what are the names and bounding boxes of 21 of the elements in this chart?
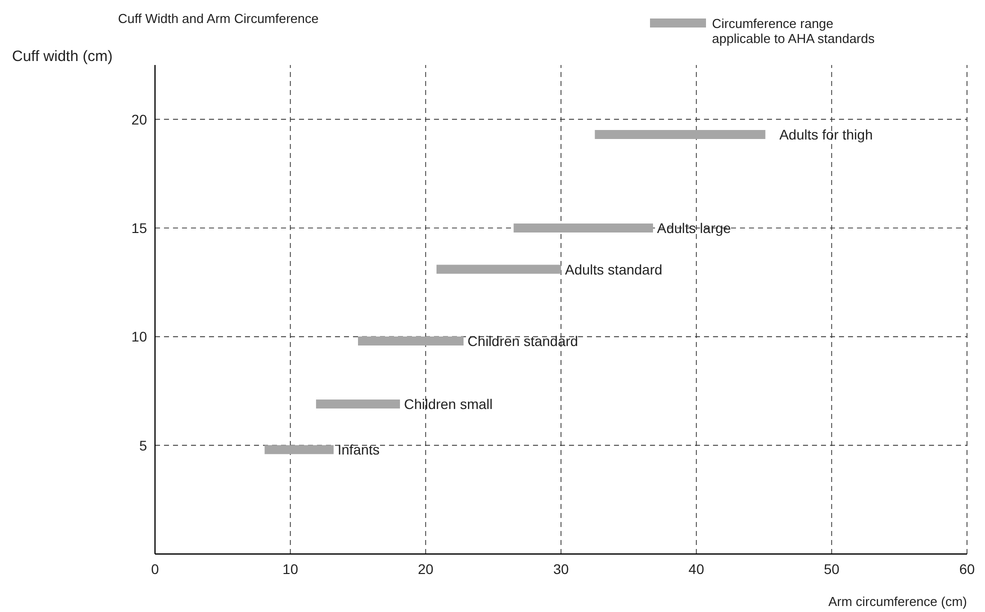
- annotation: Adults large: [657, 220, 732, 236]
- annotation: Children small: [404, 396, 493, 412]
- y-tick-label: 15: [131, 220, 148, 236]
- annotation: Children standard: [468, 333, 578, 350]
- x-tick-label: 50: [824, 561, 840, 577]
- annotation: Adults for thigh: [779, 126, 873, 143]
- annotation: Infants: [338, 442, 380, 458]
- y-axis-title: Cuff width (cm): [12, 48, 113, 65]
- x-tick-label: 20: [418, 561, 434, 577]
- x-tick-label: 60: [959, 561, 975, 577]
- legend-label: Circumference range applicable to AHA standards: [712, 16, 876, 46]
- x-tick-label: 40: [688, 561, 704, 577]
- y-tick-label: 5: [139, 437, 148, 454]
- y-tick-label: 10: [131, 328, 148, 345]
- x-axis-title: Arm circumference (cm): [828, 594, 967, 609]
- y-tick-label: 20: [131, 111, 148, 128]
- x-tick-label: 30: [553, 561, 569, 577]
- chart-title: Cuff Width and Arm Circumference: [118, 11, 319, 26]
- annotation: Adults standard: [565, 261, 662, 278]
- x-tick-label: 10: [282, 561, 298, 577]
- x-tick-label: 0: [151, 561, 160, 577]
